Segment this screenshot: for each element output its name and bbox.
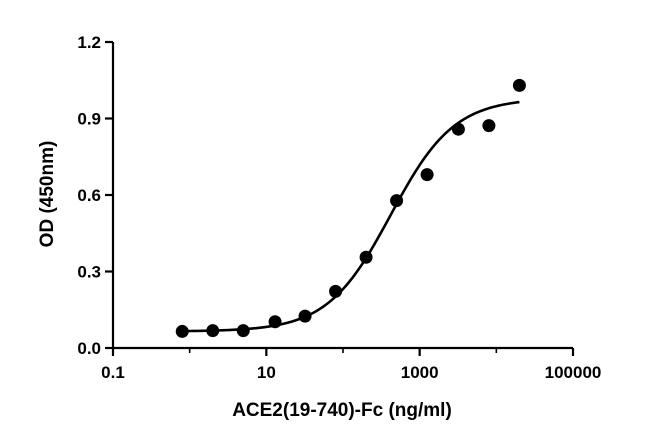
x-axis-title: ACE2(19-740)-Fc (ng/ml) — [232, 400, 452, 421]
x-tick-label: 10 — [257, 363, 276, 382]
plot-area — [175, 78, 526, 338]
y-axis-title: OD (450nm) — [37, 141, 58, 248]
y-tick-label: 1.2 — [77, 33, 101, 52]
data-point — [420, 168, 434, 182]
fit-curve — [182, 100, 520, 333]
axes — [111, 42, 573, 350]
data-point — [175, 324, 189, 338]
data-point — [329, 284, 343, 298]
x-tick-label: 1000 — [401, 363, 439, 382]
y-tick-label: 0.3 — [77, 263, 101, 282]
x-tick-label: 0.1 — [101, 363, 125, 382]
y-tick-label: 0.6 — [77, 186, 101, 205]
data-point — [451, 122, 465, 136]
data-point — [482, 119, 496, 133]
data-point — [236, 324, 250, 338]
data-point — [390, 194, 404, 208]
data-point — [359, 250, 373, 264]
x-tick-label: 100000 — [545, 363, 602, 382]
y-tick-label: 0.0 — [77, 339, 101, 358]
data-point — [512, 78, 526, 92]
y-tick-label: 0.9 — [77, 110, 101, 129]
data-point — [268, 315, 282, 329]
data-point — [206, 324, 220, 338]
ticks: 0.0 0.3 0.6 0.9 1.2 0.1 10 1000 100000 — [77, 33, 601, 382]
data-point — [298, 309, 312, 323]
